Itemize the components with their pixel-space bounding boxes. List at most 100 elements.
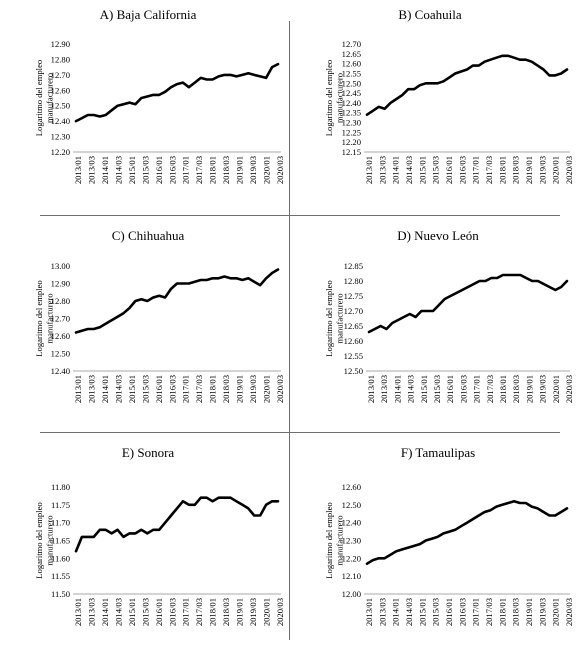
x-tick-label: 2017/03: [194, 375, 204, 403]
x-tick-label: 2017/01: [181, 375, 191, 403]
x-tick-label: 2014/01: [100, 598, 110, 626]
x-tick-label: 2015/03: [140, 156, 150, 184]
x-tick-label: 2013/03: [379, 375, 389, 403]
x-tick-label: 2017/01: [471, 598, 481, 626]
chart-title-a: A) Baja California: [100, 7, 197, 22]
y-axis-label-line: Logaritmo del empleo: [324, 280, 334, 356]
chart-panel-c: C) Chihuahua Logaritmo del empleo manufact…: [34, 228, 285, 403]
y-tick-label: 12.55: [344, 351, 363, 361]
y-axis-label-line: manufacturero: [45, 293, 55, 343]
x-tick-label: 2019/03: [248, 375, 258, 403]
y-tick-label: 12.70: [342, 39, 361, 49]
x-tick-label: 2016/01: [444, 156, 454, 184]
x-tick-label: 2020/03: [275, 156, 285, 184]
y-tick-label: 12.40: [342, 98, 361, 108]
chart-title-c: C) Chihuahua: [112, 228, 185, 243]
y-tick-label: 12.65: [342, 49, 361, 59]
y-axis-label-b: Logaritmo del empleo manufacturero: [324, 60, 345, 136]
x-tick-label: 2017/01: [472, 375, 482, 403]
y-axis-label-line: manufacturero: [335, 515, 345, 565]
x-tick-label: 2014/03: [113, 156, 123, 184]
chart-title-f: F) Tamaulipas: [401, 445, 475, 460]
y-tick-label: 11.60: [51, 553, 70, 563]
x-tick-label: 2020/03: [564, 156, 574, 184]
x-tick-label: 2014/03: [406, 375, 416, 403]
x-tick-label: 2015/03: [432, 375, 442, 403]
x-tick-label: 2015/03: [431, 156, 441, 184]
y-axis-label-line: manufacturero: [45, 515, 55, 565]
x-tick-label: 2017/01: [471, 156, 481, 184]
x-tick-label: 2015/03: [140, 375, 150, 403]
x-tick-label: 2014/03: [404, 156, 414, 184]
series-line-f: [365, 500, 569, 565]
x-tick-label: 2014/03: [113, 598, 123, 626]
x-tick-label: 2015/03: [140, 598, 150, 626]
y-tick-label: 12.60: [342, 59, 361, 69]
y-axis-label-line: Logaritmo del empleo: [324, 60, 334, 136]
y-tick-label: 12.40: [51, 116, 70, 126]
y-tick-label: 12.70: [344, 306, 363, 316]
x-tick-label: 2014/03: [113, 375, 123, 403]
x-tick-label: 2019/01: [235, 375, 245, 403]
x-tick-label: 2018/03: [511, 375, 521, 403]
x-tick-label: 2018/01: [497, 598, 507, 626]
y-axis-label-line: manufacturero: [335, 293, 345, 343]
y-tick-label: 12.55: [342, 68, 361, 78]
y-tick-label: 12.85: [344, 261, 363, 271]
x-tick-label: 2020/01: [551, 598, 561, 626]
x-tick-label: 2013/03: [86, 156, 96, 184]
x-tick-label: 2016/01: [444, 598, 454, 626]
x-tick-label: 2016/01: [154, 598, 164, 626]
y-tick-label: 13.00: [51, 261, 70, 271]
y-axis-label-d: Logaritmo del empleo manufacturero: [324, 280, 345, 356]
x-tick-label: 2017/01: [181, 598, 191, 626]
x-tick-label: 2019/03: [537, 156, 547, 184]
x-tick-label: 2020/03: [564, 375, 574, 403]
x-tick-label: 2020/01: [551, 156, 561, 184]
chart-title-e: E) Sonora: [122, 445, 175, 460]
vertical-divider: [289, 21, 290, 640]
x-tick-label: 2016/03: [167, 375, 177, 403]
x-tick-label: 2014/01: [100, 156, 110, 184]
x-tick-label: 2019/03: [538, 375, 548, 403]
chart-title-d: D) Nuevo León: [397, 228, 479, 243]
y-tick-label: 12.50: [342, 78, 361, 88]
y-tick-label: 12.60: [342, 482, 361, 492]
x-tick-label: 2019/03: [248, 598, 258, 626]
x-tick-label: 2016/01: [154, 156, 164, 184]
x-tick-label: 2020/03: [564, 598, 574, 626]
y-tick-label: 12.00: [342, 589, 361, 599]
y-tick-label: 12.50: [344, 366, 363, 376]
y-tick-label: 11.65: [51, 536, 70, 546]
x-tick-label: 2020/01: [262, 156, 272, 184]
y-axis-label-line: Logaritmo del empleo: [324, 502, 334, 578]
y-tick-label: 12.90: [51, 279, 70, 289]
y-axis-label-line: manufacturero: [45, 73, 55, 123]
x-tick-label: 2013/03: [86, 375, 96, 403]
y-tick-label: 12.75: [344, 291, 363, 301]
x-tick-label: 2015/01: [419, 375, 429, 403]
y-tick-label: 12.40: [342, 518, 361, 528]
x-tick-label: 2017/03: [194, 598, 204, 626]
y-axis-label-line: Logaritmo del empleo: [34, 60, 44, 136]
x-tick-label: 2019/01: [524, 598, 534, 626]
x-tick-label: 2017/03: [484, 598, 494, 626]
y-tick-label: 12.60: [344, 336, 363, 346]
x-tick-label: 2019/03: [248, 156, 258, 184]
x-tick-label: 2018/01: [497, 156, 507, 184]
chart-panel-a: A) Baja California Logaritmo del empleo ma…: [34, 7, 285, 184]
horizontal-divider-2: [40, 432, 560, 433]
y-tick-label: 12.50: [51, 101, 70, 111]
y-axis-label-line: Logaritmo del empleo: [34, 502, 44, 578]
x-tick-label: 2016/03: [167, 598, 177, 626]
x-tick-label: 2018/01: [208, 156, 218, 184]
y-tick-label: 12.60: [51, 85, 70, 95]
x-tick-label: 2018/03: [221, 598, 231, 626]
y-tick-label: 12.40: [51, 366, 70, 376]
x-tick-label: 2018/03: [221, 375, 231, 403]
y-tick-label: 12.20: [342, 137, 361, 147]
x-tick-label: 2015/01: [417, 156, 427, 184]
chart-panel-f: F) Tamaulipas Logaritmo del empleo manufac…: [324, 445, 574, 626]
y-tick-label: 12.90: [51, 39, 70, 49]
